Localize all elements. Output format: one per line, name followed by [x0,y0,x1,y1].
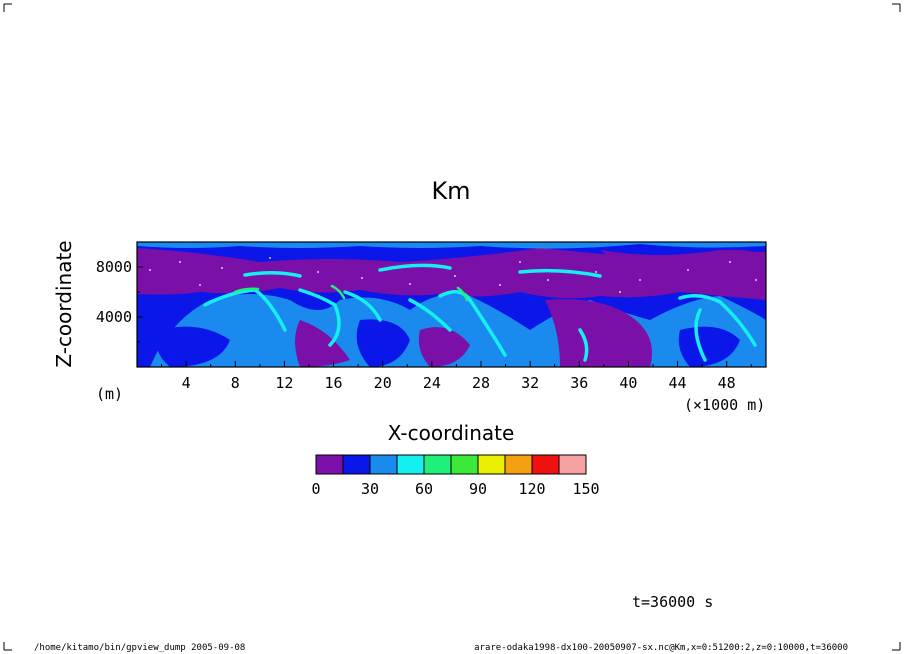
colorbar-segment [477,454,506,475]
heatmap-field [137,242,766,367]
plot-frame [136,241,767,368]
field-region-blue-pocket-b [356,319,410,367]
x-tick-label: 12 [275,374,293,392]
x-axis: 4 8 12 16 20 24 28 32 36 40 44 48 [161,361,752,392]
field-region-purple-lower-d [418,327,470,367]
x-tick-label: 40 [619,374,637,392]
field-region-lightblue-top [137,242,766,249]
x-tick-label: 36 [570,374,588,392]
colorbar-tick-label: 150 [572,480,599,498]
y-axis: 4000 8000 [96,258,143,343]
colorbar-segment [531,454,560,475]
x-tick-label: 44 [669,374,687,392]
x-tick-label: 48 [718,374,736,392]
colorbar-segment [558,454,587,475]
colorbar-segment [315,454,344,475]
x-tick-label: 32 [521,374,539,392]
colorbar-segment [450,454,479,475]
colorbar-tick-label: 60 [415,480,433,498]
colorbar-tick-label: 120 [518,480,545,498]
field-speckles [149,257,757,293]
x-axis-unit: (×1000 m) [684,396,765,414]
x-tick-label: 24 [423,374,441,392]
field-region-blue-pocket-c [678,326,740,367]
x-tick-label: 16 [325,374,343,392]
x-tick-label: 20 [374,374,392,392]
colorbar-segment [369,454,398,475]
colorbar-segment [342,454,371,475]
colorbar-tick-label: 0 [311,480,320,498]
footer-right: arare-odaka1998-dx100-20050907-sx.nc@Km,… [474,643,848,653]
colorbar-segment [504,454,533,475]
colorbar [315,454,587,475]
x-tick-label: 8 [231,374,240,392]
colorbar-segment [423,454,452,475]
field-filaments-cyan [203,263,757,362]
y-tick-label: 8000 [96,258,132,276]
field-region-purple-lower-b [600,249,766,269]
colorbar-tick-label: 90 [469,480,487,498]
field-region-blue-pocket-a [156,326,230,367]
colorbar-ticks: 0 30 60 90 120 150 [311,480,599,498]
y-tick-label: 4000 [96,308,132,326]
time-label: t=36000 s [632,593,713,611]
field-highlights-green [233,284,469,302]
x-axis-label: X-coordinate [388,421,515,445]
field-region-upper-purple [137,248,766,300]
colorbar-segment [396,454,425,475]
field-region-purple-lower-c [295,320,350,367]
x-tick-label: 4 [182,374,191,392]
y-axis-unit: (m) [96,385,123,403]
corner-marks [3,3,901,651]
colorbar-tick-label: 30 [361,480,379,498]
chart-title: Km [431,177,470,205]
field-region-purple-lower-a [545,299,652,367]
x-tick-label: 28 [472,374,490,392]
footer-left: /home/kitamo/bin/gpview_dump 2005-09-08 [34,643,245,653]
y-axis-label: Z-coordinate [52,240,76,367]
